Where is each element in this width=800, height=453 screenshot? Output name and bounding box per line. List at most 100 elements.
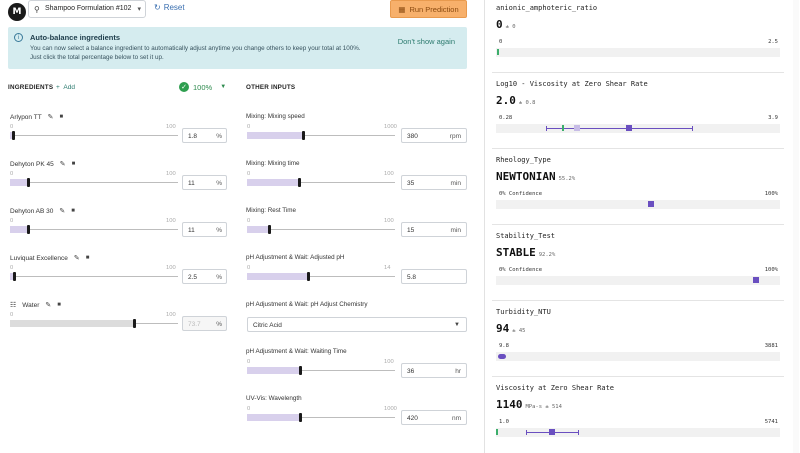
range-min: 0	[10, 312, 14, 318]
reset-button[interactable]: ↻ Reset	[154, 3, 185, 12]
trash-icon[interactable]: ■	[71, 161, 76, 167]
range-min: 0	[10, 171, 14, 177]
input-slider[interactable]	[247, 366, 395, 375]
range-min: 0	[247, 218, 251, 224]
prediction-name: Stability_Test	[496, 232, 556, 240]
slider-thumb[interactable]	[27, 225, 31, 234]
chevron-down-icon: ▾	[137, 6, 141, 13]
input-slider[interactable]	[247, 178, 395, 187]
slider-thumb[interactable]	[306, 272, 310, 281]
value-text: NEWTONIAN	[496, 170, 556, 183]
input-slider[interactable]	[247, 272, 395, 281]
value-uncertainty: MPa-s ± 514	[525, 404, 562, 410]
ingredient-value-field[interactable]: 11%	[182, 175, 227, 190]
edit-icon[interactable]: ✎	[45, 302, 52, 309]
field-unit: min	[450, 180, 461, 187]
app-logo[interactable]: M	[8, 3, 26, 21]
input-value-field[interactable]: 15 min	[401, 222, 467, 237]
edit-icon[interactable]: ✎	[59, 161, 66, 168]
trash-icon[interactable]: ■	[59, 114, 64, 120]
slider-thumb[interactable]	[299, 366, 303, 375]
range-max: 1000	[384, 406, 397, 412]
edit-icon[interactable]: ✎	[47, 114, 54, 121]
range-min: 0	[247, 171, 251, 177]
range-high: 3881	[764, 343, 778, 349]
slider-thumb[interactable]	[299, 413, 303, 422]
trash-icon[interactable]: ■	[57, 302, 61, 308]
input-value-field[interactable]: 420 nm	[401, 410, 467, 425]
field-unit: hr	[455, 368, 461, 375]
slider-thumb[interactable]	[302, 131, 306, 140]
slider-track	[247, 182, 395, 183]
add-icon: +	[56, 84, 60, 91]
input-value-field[interactable]: 36 hr	[401, 363, 467, 378]
run-prediction-button[interactable]: ▦ Run Prediction	[390, 0, 467, 18]
ingredient-row: Dehyton PK 45 ✎ ■ 0 100 11%	[8, 160, 228, 200]
input-slider[interactable]	[247, 225, 395, 234]
range-high: 100%	[764, 191, 778, 197]
ph-chemistry-select[interactable]: Citric Acid ▼	[247, 317, 467, 332]
prediction-marker	[626, 125, 632, 131]
prediction-marker	[648, 201, 654, 207]
slider-fill	[247, 132, 304, 139]
scrollbar[interactable]	[793, 0, 799, 453]
add-ingredient-button[interactable]: + Add	[56, 84, 75, 91]
range-low: 9.8	[499, 343, 509, 349]
ingredient-slider[interactable]	[10, 272, 178, 281]
value-text: 0	[496, 18, 503, 31]
input-value-field[interactable]: 5.8	[401, 269, 467, 284]
ingredient-value-field[interactable]: 2.5%	[182, 269, 227, 284]
trash-icon[interactable]: ■	[71, 208, 75, 214]
field-value: 5.8	[407, 274, 417, 281]
ingredient-name-row: ☷ Water ✎ ■	[10, 301, 61, 310]
other-inputs-header: OTHER INPUTS	[246, 84, 296, 91]
field-unit: min	[450, 227, 461, 234]
ingredient-slider[interactable]	[10, 131, 178, 140]
slider-track	[10, 276, 178, 277]
ingredient-label: Water	[22, 301, 40, 309]
input-value-field[interactable]: 380 rpm	[401, 128, 467, 143]
dont-show-again-link[interactable]: Don't show again	[397, 37, 455, 46]
auto-balance-banner: i Auto-balance ingredients You can now s…	[8, 27, 467, 69]
field-unit: %	[216, 133, 222, 140]
slider-thumb[interactable]	[12, 131, 16, 140]
prediction-marker	[498, 354, 506, 359]
section-divider	[492, 148, 784, 149]
reference-marker	[497, 49, 499, 55]
input-slider[interactable]	[247, 131, 395, 140]
range-max: 100	[384, 359, 394, 365]
edit-icon[interactable]: ✎	[73, 255, 80, 262]
confidence-range	[546, 128, 692, 129]
trash-icon[interactable]: ■	[85, 255, 90, 261]
range-min: 0	[247, 265, 251, 271]
ingredient-slider[interactable]	[10, 178, 178, 187]
prediction-name: Rheology_Type	[496, 156, 551, 164]
slider-thumb[interactable]	[13, 272, 17, 281]
prediction-name: Turbidity_NTU	[496, 308, 551, 316]
input-slider[interactable]	[247, 413, 395, 422]
input-value-field[interactable]: 35 min	[401, 175, 467, 190]
ingredient-slider[interactable]	[10, 225, 178, 234]
range-min: 0	[247, 124, 251, 130]
ingredient-value-field[interactable]: 1.8%	[182, 128, 227, 143]
ingredient-value-field: 73.7%	[182, 316, 227, 331]
ingredient-slider[interactable]	[10, 319, 178, 328]
range-max: 100	[384, 218, 394, 224]
edit-icon[interactable]: ✎	[59, 208, 66, 215]
slider-thumb[interactable]	[268, 225, 272, 234]
balance-icon[interactable]: ☷	[10, 302, 17, 309]
slider-thumb[interactable]	[132, 319, 136, 328]
formulation-select[interactable]: ⚲ Shampoo Formulation #102 ▾	[28, 0, 146, 18]
range-min: 0	[10, 124, 14, 130]
formulation-value: Shampoo Formulation #102	[45, 5, 132, 12]
section-divider	[492, 72, 784, 73]
ingredient-value-field[interactable]: 11%	[182, 222, 227, 237]
field-unit: %	[216, 180, 222, 187]
slider-thumb[interactable]	[27, 178, 31, 187]
ingredient-label: Dehyton PK 45	[10, 160, 54, 168]
run-icon: ▦	[398, 4, 406, 14]
slider-thumb[interactable]	[297, 178, 301, 187]
field-value: 420	[407, 415, 418, 422]
run-label: Run Prediction	[409, 4, 459, 14]
total-percentage[interactable]: ✓ 100% ▼	[179, 82, 226, 92]
